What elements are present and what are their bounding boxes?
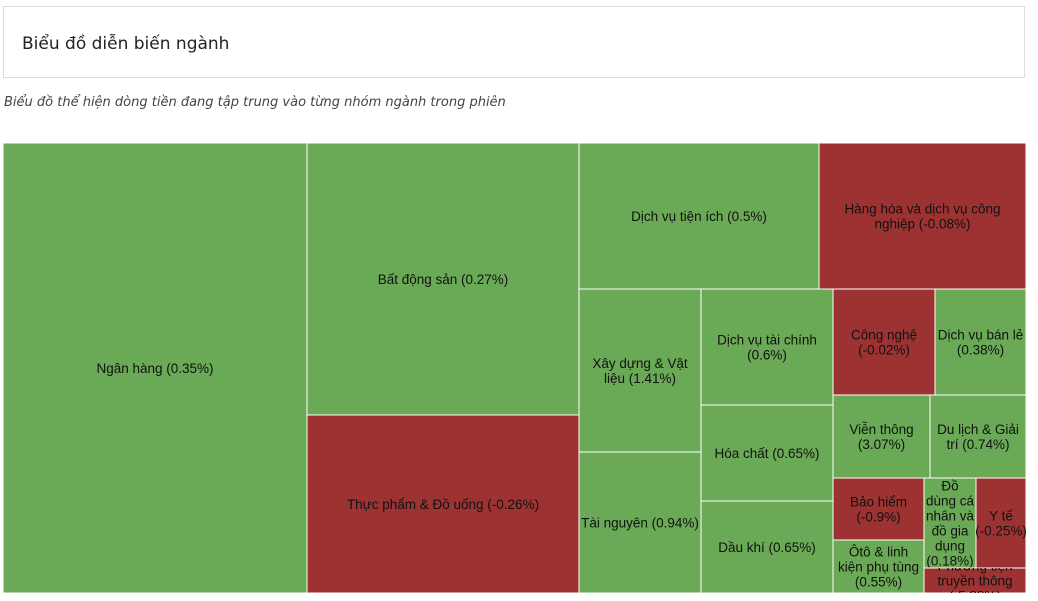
tile-thuc-pham-do-uong[interactable]: Thực phẩm & Đồ uống (-0.26%) (306, 414, 580, 593)
tile-label: Xây dựng & Vật liệu (1.41%) (592, 356, 688, 386)
tile-label: Công nghệ (-0.02%) (851, 328, 917, 358)
tile-dich-vu-tai-chinh[interactable]: Dịch vụ tài chính (0.6%) (700, 288, 834, 406)
tile-label: Viễn thông (3.07%) (849, 422, 913, 452)
header-card: Biểu đồ diễn biến ngành (3, 6, 1025, 78)
tile-hang-hoa-va-dich-vu-cong-nghiep[interactable]: Hàng hóa và dịch vụ công nghiệp (-0.08%) (818, 143, 1026, 290)
sector-treemap: Ngân hàng (0.35%) Bất động sản (0.27%) Thự… (3, 143, 1026, 593)
tile-label: Y tế (-0.25%) (975, 509, 1026, 539)
tile-rect[interactable] (923, 567, 1026, 593)
tile-dich-vu-ban-le[interactable]: Dịch vụ bán lẻ (0.38%) (934, 288, 1026, 396)
tile-du-lich-giai-tri[interactable]: Du lịch & Giải trí (0.74%) (929, 394, 1026, 479)
tile-xay-dung-vat-lieu[interactable]: Xây dựng & Vật liệu (1.41%) (578, 288, 702, 453)
tile-rect[interactable] (3, 143, 308, 593)
tile-y-te[interactable]: Y tế (-0.25%) (975, 477, 1026, 569)
tile-rect[interactable] (832, 394, 931, 479)
tile-label: Thực phẩm & Đồ uống (-0.26%) (347, 497, 539, 512)
tile-rect[interactable] (929, 394, 1026, 479)
tile-dau-khi[interactable]: Dầu khí (0.65%) (700, 500, 834, 593)
tile-rect[interactable] (578, 143, 820, 290)
tile-rect[interactable] (306, 414, 580, 593)
tile-vien-thong[interactable]: Viễn thông (3.07%) (832, 394, 931, 479)
tile-rect[interactable] (818, 143, 1026, 290)
tile-label: Hóa chất (0.65%) (714, 446, 819, 461)
tile-do-dung-ca-nhan-va-do-gia-dung[interactable]: Đồ dùng cá nhân và đồ gia dụng (0.18%) (923, 477, 977, 569)
tile-cong-nghe[interactable]: Công nghệ (-0.02%) (832, 288, 936, 396)
tile-rect[interactable] (306, 143, 580, 416)
tile-label: Hàng hóa và dịch vụ công nghiệp (-0.08%) (844, 202, 1000, 232)
tile-phuong-tien-truyen-thong[interactable]: Phương tiệntruyền thông(-5.38%) (923, 559, 1026, 594)
tile-ngan-hang[interactable]: Ngân hàng (0.35%) (3, 143, 308, 593)
tile-rect[interactable] (934, 288, 1026, 396)
tile-label: Du lịch & Giải trí (0.74%) (937, 422, 1019, 452)
tile-rect[interactable] (700, 288, 834, 406)
tile-label: Bất động sản (0.27%) (378, 272, 509, 287)
tile-label: Dịch vụ tài chính (0.6%) (717, 333, 817, 363)
tile-rect[interactable] (578, 451, 702, 593)
chart-subtitle: Biểu đồ thể hiện dòng tiền đang tập trun… (4, 95, 506, 110)
tile-label: Dịch vụ bán lẻ (0.38%) (938, 328, 1024, 358)
tile-tai-nguyen[interactable]: Tài nguyên (0.94%) (578, 451, 702, 593)
tile-label: Đồ dùng cá nhân và đồ gia dụng (0.18%) (926, 479, 975, 569)
tile-oto-linh-kien-phu-tung[interactable]: Ôtô & linh kiện phụ tùng (0.55%) (832, 539, 925, 593)
tile-rect[interactable] (578, 288, 702, 453)
page-title: Biểu đồ diễn biến ngành (22, 34, 230, 54)
tile-bao-hiem[interactable]: Bảo hiểm (-0.9%) (832, 477, 925, 541)
tile-label: Bảo hiểm (-0.9%) (850, 495, 907, 525)
tile-label: Dầu khí (0.65%) (718, 540, 816, 555)
tile-label: Tài nguyên (0.94%) (581, 516, 699, 531)
tile-dich-vu-tien-ich[interactable]: Dịch vụ tiện ích (0.5%) (578, 143, 820, 290)
tile-hoa-chat[interactable]: Hóa chất (0.65%) (700, 404, 834, 502)
tile-label: Phương tiệntruyền thông(-5.38%) (937, 559, 1012, 594)
tile-bat-dong-san[interactable]: Bất động sản (0.27%) (306, 143, 580, 416)
tile-rect[interactable] (832, 288, 936, 396)
tile-rect[interactable] (700, 500, 834, 593)
tile-rect[interactable] (700, 404, 834, 502)
tile-label: Ôtô & linh kiện phụ tùng (0.55%) (838, 545, 919, 590)
tile-label: Dịch vụ tiện ích (0.5%) (631, 209, 767, 224)
tile-label: Ngân hàng (0.35%) (96, 361, 213, 376)
